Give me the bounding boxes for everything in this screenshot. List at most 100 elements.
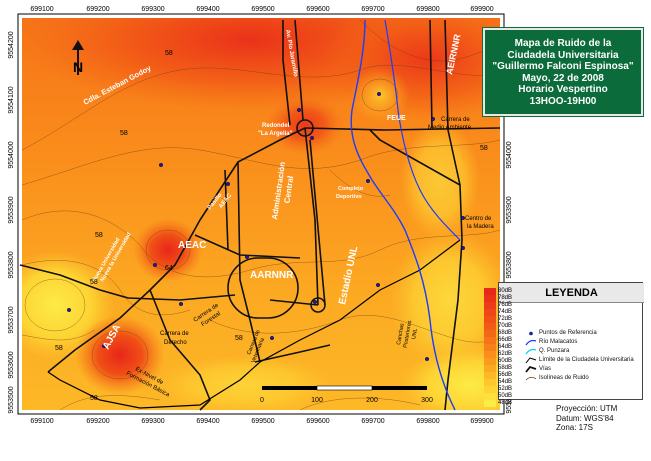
road-admin <box>304 127 319 306</box>
isoline-icon <box>525 374 537 383</box>
noise-hot-aeac <box>133 218 203 282</box>
legend-item-label: Vías <box>539 366 552 372</box>
scale-label: 62dB <box>498 351 513 357</box>
scale-label: 80dB <box>498 288 513 294</box>
title-line: Mapa de Ruido de la <box>514 38 612 49</box>
road-east-2 <box>429 19 433 129</box>
scale-label: 74dB <box>498 309 513 315</box>
estadio-roundabout <box>310 297 326 313</box>
scale-seg-2 <box>316 385 373 391</box>
boundary-icon <box>525 356 537 365</box>
scale-swatch <box>484 358 496 365</box>
reference-points <box>66 91 466 362</box>
q-punzara <box>384 19 461 241</box>
datum-text: Datum: WGS'84 <box>556 413 614 423</box>
legend-item-label: Isolíneas de Ruido <box>539 375 589 381</box>
x-tick-bottom: 699100 <box>30 418 53 425</box>
x-tick-bottom: 699200 <box>86 418 109 425</box>
scale-swatch <box>484 386 496 393</box>
label-canchas: Canchas Posteriores UNL <box>396 320 419 349</box>
isolines <box>22 19 500 410</box>
road-av-pio <box>294 19 304 121</box>
road-ex-nivel <box>149 289 211 411</box>
north-arrow-icon: N <box>72 40 84 75</box>
road-av-pio-2 <box>282 20 291 126</box>
x-tick-top: 699900 <box>470 6 493 13</box>
projection-info: Proyección: UTM Datum: WGS'84 Zona: 17S <box>556 404 617 433</box>
label-canchas-3: UNL <box>411 328 419 340</box>
campus-boundary <box>47 239 461 409</box>
legend-item: Vías <box>525 365 552 374</box>
y-tick-right: 9554000 <box>506 141 513 168</box>
isoline-label: 58 <box>90 395 98 402</box>
scale-label: 66dB <box>498 337 513 343</box>
map-title-box: Mapa de Ruido de la Ciudadela Universitar… <box>483 28 643 116</box>
river-icon <box>525 338 537 347</box>
rio-malacatos <box>350 19 456 411</box>
road-admin-2 <box>309 139 326 306</box>
creek-icon <box>525 347 537 356</box>
title-line: Mayo, 22 de 2008 <box>522 72 604 84</box>
scale-label: 54dB <box>498 379 513 385</box>
scale-label: 60dB <box>498 358 513 364</box>
scale-label: 48dB <box>498 400 513 406</box>
x-tick-bottom: 699700 <box>361 418 384 425</box>
title-line: Horario Vespertino <box>518 84 608 95</box>
x-tick-top: 699300 <box>141 6 164 13</box>
legend-item-label: Q. Punzara <box>539 348 570 354</box>
scale-swatch <box>484 365 496 372</box>
scale-label: 52dB <box>498 386 513 392</box>
reference-point-icon <box>525 329 537 338</box>
scale-label: 68dB <box>498 330 513 336</box>
x-axis-bottom: 699100 699200 699300 699400 699500 699600 6997… <box>30 418 493 425</box>
x-tick-top: 699400 <box>196 6 219 13</box>
y-tick-left: 9553800 <box>8 251 15 278</box>
noise-low-south <box>155 355 335 410</box>
legend-item: Puntos de Referencia <box>529 329 597 338</box>
title-line: 13HOO-19H00 <box>529 95 597 107</box>
road-aarnnr <box>194 234 301 259</box>
label-redondel: Redondel "La Argelia" <box>258 123 293 137</box>
scale-tick: 300 <box>421 397 433 404</box>
scale-swatch <box>484 344 496 351</box>
scale-tick: 0 <box>260 397 264 404</box>
noise-surface <box>22 18 500 410</box>
legend-title: LEYENDA <box>499 283 644 303</box>
legend-item-label: Puntos de Referencia <box>539 330 597 336</box>
north-letter: N <box>73 59 83 75</box>
y-tick-right: 9553900 <box>506 196 513 223</box>
y-tick-left: 9553500 <box>8 386 15 413</box>
scale-seg-3 <box>372 386 427 390</box>
scale-tick: 100 <box>311 397 323 404</box>
legend-item: Isolíneas de Ruido <box>525 374 589 383</box>
label-complejo: Complejo Deportivo <box>336 186 364 200</box>
isoline-label: 58 <box>95 232 103 239</box>
y-tick-left: 9554000 <box>8 141 15 168</box>
y-axis-left: 9554200 9554100 9554000 9553900 9553800 95537… <box>8 31 15 413</box>
isoline-label: 64 <box>165 265 173 272</box>
noise-hot-ajsa <box>75 315 165 395</box>
y-tick-right: 9553800 <box>506 251 513 278</box>
legend-item: Límite de la Ciudadela Universitaria <box>525 356 634 365</box>
label-centro-madera: Centro de la Madera <box>465 216 494 230</box>
isoline-label: 58 <box>120 130 128 137</box>
road-center <box>237 161 261 363</box>
label-aarnnr: AARNNR <box>250 270 294 281</box>
scale-label: 56dB <box>498 372 513 378</box>
scale-label: 72dB <box>498 316 513 322</box>
label-complejo-1: Complejo <box>338 186 364 192</box>
label-centro-madera-1: Centro de <box>465 216 492 222</box>
scale-swatch <box>484 323 496 330</box>
scale-label: 64dB <box>498 344 513 350</box>
scale-swatch <box>484 379 496 386</box>
x-tick-bottom: 699800 <box>416 418 439 425</box>
roads <box>19 19 501 411</box>
label-carrera-derecho-2: Derecho <box>164 340 187 346</box>
label-feue: FEUE <box>387 115 406 122</box>
scale-swatch <box>484 288 496 295</box>
scale-swatch <box>484 295 496 302</box>
legend: LEYENDA Puntos de Referencia Río Malacato… <box>498 282 644 400</box>
redondel-circle <box>296 119 314 137</box>
